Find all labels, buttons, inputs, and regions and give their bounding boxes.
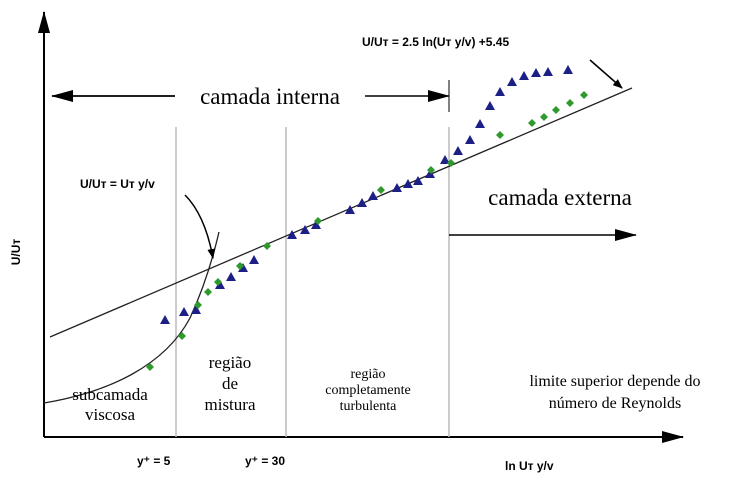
diamond-point	[528, 119, 536, 127]
triangle-point	[531, 68, 541, 77]
triangle-point	[519, 71, 529, 80]
triangle-point	[191, 305, 201, 314]
triangle-point	[440, 155, 450, 164]
diamond-point	[427, 166, 435, 174]
triangle-point	[345, 205, 355, 214]
linear-law-equation: U/Uт = Uт y/v	[80, 177, 155, 191]
region-label: limite superior depende do	[529, 373, 700, 390]
triangle-point	[249, 255, 259, 264]
log-law-line	[49, 87, 633, 338]
diamond-point	[263, 242, 271, 250]
triangle-point	[563, 65, 573, 74]
region-label: número de Reynolds	[549, 395, 681, 412]
diamond-point	[496, 131, 504, 139]
diamond-point	[214, 278, 222, 286]
triangle-point	[392, 183, 402, 192]
region-label: região	[209, 353, 251, 372]
triangle-point	[507, 77, 517, 86]
triangle-point	[238, 263, 248, 272]
region-dividers	[175, 127, 450, 437]
triangle-point	[403, 179, 413, 188]
triangle-point	[425, 169, 435, 178]
diamond-point	[552, 106, 560, 114]
triangle-point	[465, 135, 475, 144]
triangle-point	[287, 230, 297, 239]
diamond-point	[314, 217, 322, 225]
triangle-point	[495, 87, 505, 96]
x-axis-label: ln Uт y/v	[505, 459, 554, 473]
region-label: turbulenta	[340, 399, 398, 414]
region-label: subcamada	[72, 385, 148, 404]
data-points	[146, 65, 588, 371]
tick-label: y⁺ = 5	[137, 454, 171, 468]
region-label: viscosa	[85, 405, 136, 424]
diamond-point	[566, 99, 574, 107]
diamond-point	[236, 262, 244, 270]
triangle-point	[226, 272, 236, 281]
curve-pointer	[184, 194, 216, 259]
triangle-point	[453, 146, 463, 155]
linear-law-curve	[43, 231, 220, 404]
region-label: completamente	[325, 383, 411, 398]
triangle-point	[368, 191, 378, 200]
tick-label: y⁺ = 30	[245, 454, 285, 468]
diamond-point	[146, 363, 154, 371]
diamond-point	[377, 186, 385, 194]
line-pointer	[589, 59, 623, 89]
triangle-point	[300, 225, 310, 234]
diamond-point	[178, 332, 186, 340]
outer-layer-label: camada externa	[488, 185, 632, 210]
region-label: mistura	[205, 395, 256, 414]
diamond-point	[580, 91, 588, 99]
region-label: de	[222, 374, 238, 393]
triangle-point	[475, 119, 485, 128]
diamond-point	[204, 288, 212, 296]
triangle-point	[215, 280, 225, 289]
triangle-point	[160, 315, 170, 324]
triangle-point	[311, 220, 321, 229]
triangle-point	[543, 67, 553, 76]
diamond-point	[447, 159, 455, 167]
log-law-equation: U/Uт = 2.5 ln(Uт y/v) +5.45	[362, 35, 509, 49]
triangle-point	[357, 198, 367, 207]
diamond-point	[194, 301, 202, 309]
region-label: região	[351, 367, 386, 382]
triangle-point	[179, 307, 189, 316]
y-axis-label: U/Uт	[9, 239, 23, 266]
triangle-point	[485, 101, 495, 110]
diamond-point	[540, 113, 548, 121]
inner-layer-label: camada interna	[200, 84, 340, 109]
triangle-point	[413, 176, 423, 185]
